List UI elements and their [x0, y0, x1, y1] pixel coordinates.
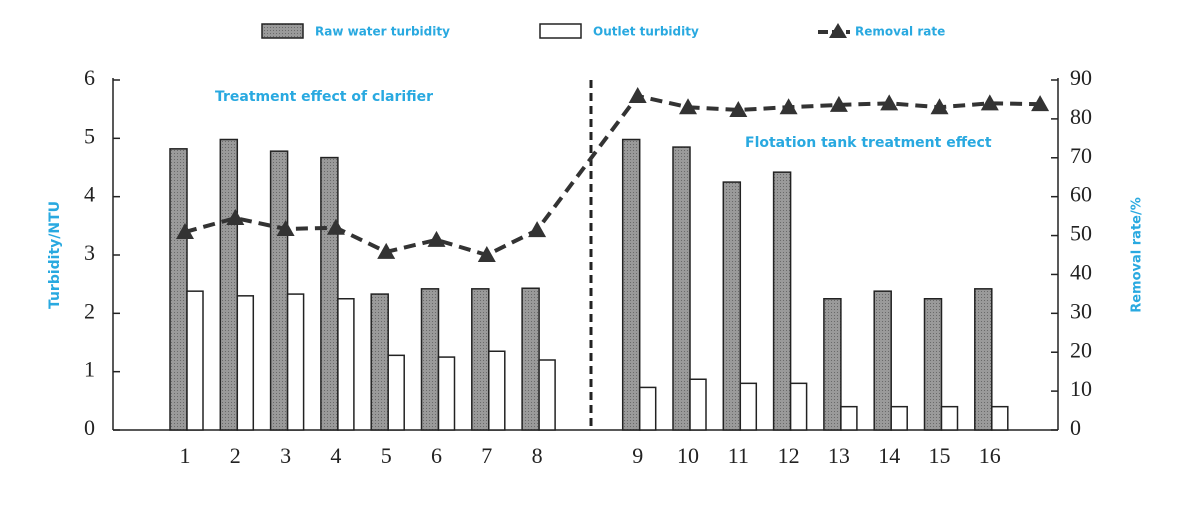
bar	[337, 298, 355, 431]
marker	[930, 98, 949, 115]
x-tick-label: 14	[878, 443, 900, 468]
bar	[420, 288, 440, 431]
marker	[427, 230, 446, 247]
bar	[974, 288, 993, 431]
bar	[521, 287, 540, 431]
y2-tick-label: 70	[1070, 143, 1092, 168]
bar	[269, 150, 289, 431]
y-tick-label: 4	[84, 182, 95, 207]
bar	[823, 298, 842, 431]
bar	[437, 356, 456, 431]
bar	[923, 298, 943, 431]
x-tick-label: 12	[778, 443, 800, 468]
y2-axis-label: Removal rate/%	[1130, 197, 1145, 313]
x-tick-label: 1	[180, 443, 191, 468]
y-tick-label: 0	[84, 415, 95, 440]
annotation: Treatment effect of clarifier	[215, 89, 433, 105]
marker	[679, 98, 697, 115]
bar	[320, 156, 339, 431]
marker	[1031, 95, 1050, 112]
x-tick-label: 6	[431, 443, 442, 468]
bar	[739, 382, 758, 431]
marker	[477, 246, 496, 262]
marker	[980, 94, 999, 111]
y-tick-label: 5	[84, 123, 95, 148]
marker	[226, 209, 245, 226]
bar	[186, 290, 204, 431]
bar	[772, 171, 792, 431]
bar	[789, 382, 808, 431]
annotation: Flotation tank treatment effect	[745, 135, 992, 151]
bar	[722, 181, 742, 431]
bar	[621, 138, 641, 431]
y2-tick-label: 90	[1070, 65, 1092, 90]
bar	[538, 359, 556, 431]
bar	[169, 148, 188, 431]
x-tick-label: 10	[677, 443, 699, 468]
marker	[377, 242, 396, 259]
x-tick-label: 8	[532, 443, 543, 468]
line	[184, 93, 1041, 258]
x-tick-label: 16	[979, 443, 1001, 468]
bar	[873, 290, 892, 431]
marker	[829, 95, 848, 112]
x-tick-label: 13	[828, 443, 850, 468]
y-axis-label: Turbidity/NTU	[47, 201, 63, 309]
x-tick-label: 9	[632, 443, 643, 468]
bar	[219, 138, 239, 431]
y-tick-label: 3	[84, 240, 95, 265]
y-tick-label: 2	[84, 298, 95, 323]
bar	[387, 354, 405, 431]
marker	[176, 223, 194, 240]
marker	[779, 98, 798, 115]
bar	[286, 293, 305, 431]
marker	[880, 94, 899, 111]
legend-label: Removal rate	[855, 25, 945, 39]
bar	[236, 295, 255, 431]
y2-tick-label: 40	[1070, 259, 1092, 284]
legend-marker	[829, 23, 847, 38]
x-tick-label: 3	[280, 443, 291, 468]
marker	[628, 86, 647, 103]
marker	[326, 218, 345, 235]
y2-tick-label: 10	[1070, 376, 1092, 401]
y2-tick-label: 20	[1070, 337, 1092, 362]
legend-swatch	[261, 23, 304, 39]
y-tick-label: 6	[84, 65, 95, 90]
x-tick-label: 4	[330, 443, 341, 468]
bar	[940, 405, 959, 431]
bar	[488, 350, 506, 431]
bar	[689, 378, 707, 431]
legend-label: Raw water turbidity	[315, 25, 450, 39]
bar	[991, 405, 1009, 431]
bar	[890, 405, 908, 431]
bar	[471, 288, 490, 431]
x-tick-label: 15	[929, 443, 951, 468]
bar	[840, 405, 858, 431]
x-tick-label: 5	[381, 443, 392, 468]
legend-swatch	[539, 23, 582, 39]
y2-tick-label: 0	[1070, 415, 1081, 440]
y2-tick-label: 80	[1070, 104, 1092, 129]
x-tick-label: 2	[230, 443, 241, 468]
marker	[729, 100, 748, 117]
y2-tick-label: 50	[1070, 221, 1092, 246]
marker	[528, 221, 547, 238]
x-tick-label: 11	[728, 443, 749, 468]
bar	[638, 386, 657, 431]
bar	[370, 293, 389, 431]
marker	[276, 219, 295, 236]
x-tick-label: 7	[481, 443, 492, 468]
y2-tick-label: 30	[1070, 298, 1092, 323]
legend-label: Outlet turbidity	[593, 25, 699, 39]
y2-tick-label: 60	[1070, 182, 1092, 207]
bar	[672, 146, 691, 431]
y-tick-label: 1	[84, 357, 95, 382]
